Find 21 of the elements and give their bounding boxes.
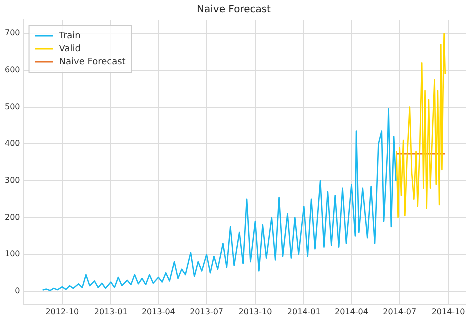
x-tick-label: 2013-04 — [142, 307, 176, 316]
x-tick-label: 2013-01 — [94, 307, 128, 316]
legend-label: Naive Forecast — [59, 57, 126, 68]
y-tick-label: 700 — [4, 28, 20, 38]
y-tick-label: 100 — [4, 250, 20, 259]
y-tick-label: 300 — [4, 176, 20, 186]
x-tick-label: 2012-10 — [46, 307, 80, 316]
y-tick-label: 200 — [4, 212, 20, 222]
y-tick-label: 0 — [15, 286, 20, 296]
legend-label: Train — [58, 31, 81, 42]
x-tick-label: 2013-10 — [238, 307, 272, 316]
x-tick-label: 2014-01 — [287, 307, 321, 316]
x-tick-label: 2014-04 — [335, 307, 368, 316]
chart-title: Naive Forecast — [197, 4, 272, 16]
y-tick-label: 500 — [4, 102, 20, 112]
x-tick-label: 2014-07 — [383, 307, 417, 316]
legend-label: Valid — [59, 44, 81, 54]
y-tick-label: 400 — [4, 139, 20, 148]
y-tick-label: 600 — [4, 66, 20, 75]
x-tick-label: 2013-07 — [190, 307, 224, 316]
x-tick-label: 2014-10 — [432, 307, 466, 316]
